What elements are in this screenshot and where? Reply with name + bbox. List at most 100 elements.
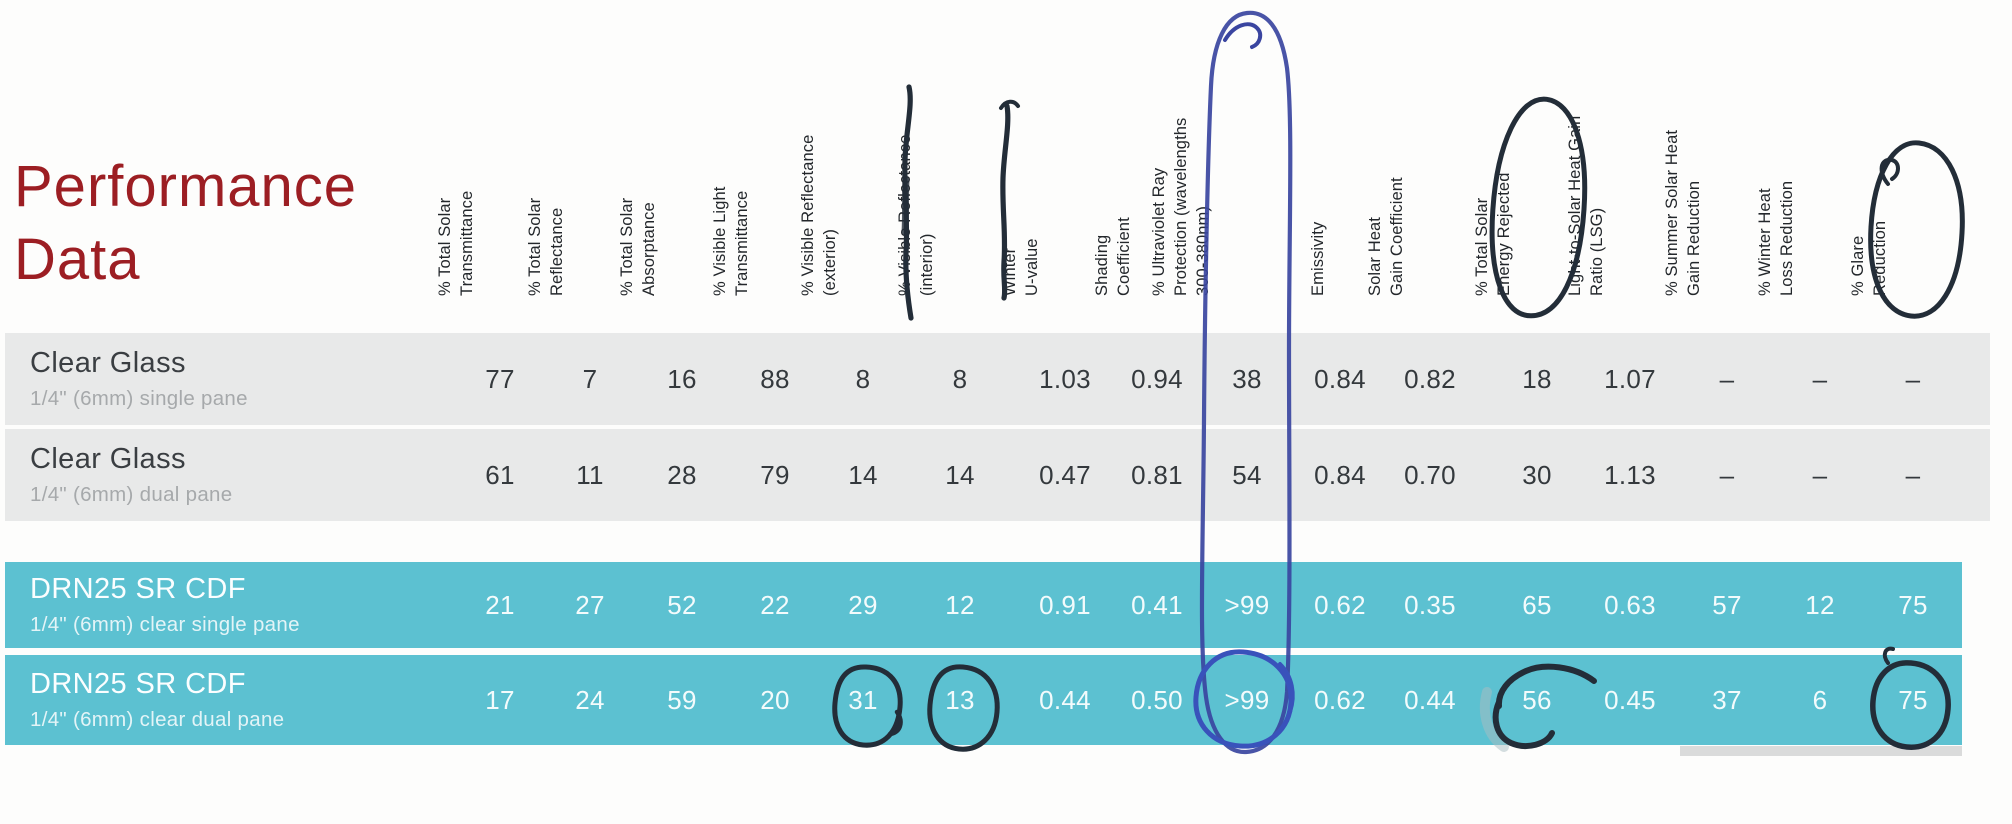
- page-title-line2: Data: [14, 227, 141, 292]
- cell: 6: [1812, 684, 1828, 715]
- scan-shadow-strip: [1680, 746, 1962, 756]
- cell: 18: [1522, 363, 1552, 394]
- cell: –: [1719, 459, 1735, 490]
- cell: 65: [1522, 589, 1552, 620]
- cell: 0.63: [1604, 589, 1656, 620]
- page-title: Performance Data: [14, 150, 357, 296]
- cell: 77: [485, 363, 515, 394]
- cell: 52: [667, 589, 697, 620]
- cell: 12: [1805, 589, 1835, 620]
- cell: 0.81: [1131, 459, 1183, 490]
- cell: 0.41: [1131, 589, 1183, 620]
- cell: –: [1905, 459, 1921, 490]
- cell: 22: [760, 589, 790, 620]
- cell: 24: [575, 684, 605, 715]
- cell: 20: [760, 684, 790, 715]
- column-header-total-solar-absorptance: % Total Solar Absorptance: [618, 197, 658, 296]
- cell: 75: [1898, 684, 1928, 715]
- cell: –: [1719, 363, 1735, 394]
- cell: 57: [1712, 589, 1742, 620]
- cell: 29: [848, 589, 878, 620]
- column-header-shading-coefficient: Shading Coefficient: [1093, 217, 1133, 296]
- row-subtitle: 1/4" (6mm) single pane: [30, 387, 248, 410]
- cell: 75: [1898, 589, 1928, 620]
- cell: 0.35: [1404, 589, 1456, 620]
- cell: 0.50: [1131, 684, 1183, 715]
- ink-stroke: [1223, 22, 1263, 49]
- row-subtitle: 1/4" (6mm) clear dual pane: [30, 708, 285, 731]
- cell: 56: [1522, 684, 1552, 715]
- row-label: DRN25 SR CDF 1/4" (6mm) clear dual pane: [30, 668, 284, 732]
- column-header-visible-reflectance-interior: % Visible Reflectance (interior): [896, 134, 936, 296]
- cell: 27: [575, 589, 605, 620]
- cell: 0.94: [1131, 363, 1183, 394]
- cell: 0.70: [1404, 459, 1456, 490]
- row-name: DRN25 SR CDF: [30, 573, 246, 605]
- cell: 16: [667, 363, 697, 394]
- cell: 0.45: [1604, 684, 1656, 715]
- cell: 0.91: [1039, 589, 1091, 620]
- cell: 8: [952, 363, 968, 394]
- cell: 14: [848, 459, 878, 490]
- cell: –: [1812, 363, 1828, 394]
- cell: 7: [582, 363, 598, 394]
- column-header-visible-reflectance-exterior: % Visible Reflectance (exterior): [799, 134, 839, 296]
- cell: 28: [667, 459, 697, 490]
- cell: 13: [945, 684, 975, 715]
- cell: 14: [945, 459, 975, 490]
- row-subtitle: 1/4" (6mm) dual pane: [30, 483, 233, 506]
- cell: 0.62: [1314, 684, 1366, 715]
- cell: 79: [760, 459, 790, 490]
- cell: 11: [576, 459, 604, 490]
- cell: 0.44: [1404, 684, 1456, 715]
- column-header-winter-heat-loss-reduction: % Winter Heat Loss Reduction: [1756, 180, 1796, 296]
- row-label: DRN25 SR CDF 1/4" (6mm) clear single pan…: [30, 573, 300, 637]
- cell: 1.07: [1604, 363, 1656, 394]
- column-header-glare-reduction: % Glare Reduction: [1849, 220, 1889, 296]
- row-name: Clear Glass: [30, 347, 186, 379]
- cell: 38: [1232, 363, 1262, 394]
- cell: 1.13: [1604, 459, 1656, 490]
- cell: 0.82: [1404, 363, 1456, 394]
- column-header-winter-u-value: Winter U-value: [1001, 238, 1041, 296]
- cell: 37: [1712, 684, 1742, 715]
- row-subtitle: 1/4" (6mm) clear single pane: [30, 613, 300, 636]
- cell: 0.44: [1039, 684, 1091, 715]
- column-header-uv-protection: % Ultraviolet Ray Protection (wavelength…: [1150, 117, 1212, 296]
- column-header-total-solar-transmittance: % Total Solar Transmittance: [436, 190, 476, 296]
- cell: 1.03: [1039, 363, 1091, 394]
- cell: 61: [485, 459, 515, 490]
- cell: 0.84: [1314, 459, 1366, 490]
- cell: >99: [1224, 684, 1270, 715]
- cell: –: [1905, 363, 1921, 394]
- cell: 0.84: [1314, 363, 1366, 394]
- page-title-line1: Performance: [14, 154, 358, 219]
- cell: 30: [1522, 459, 1552, 490]
- row-name: DRN25 SR CDF: [30, 668, 246, 700]
- column-header-solar-heat-gain-coefficient: Solar Heat Gain Coefficient: [1366, 177, 1406, 296]
- column-header-visible-light-transmittance: % Visible Light Transmittance: [711, 186, 751, 296]
- cell: >99: [1224, 589, 1270, 620]
- row-label: Clear Glass 1/4" (6mm) dual pane: [30, 443, 232, 507]
- cell: 31: [848, 684, 878, 715]
- column-header-emissivity: Emissivity: [1309, 221, 1327, 296]
- cell: 17: [485, 684, 515, 715]
- table-row-clear-glass-single-pane: Clear Glass 1/4" (6mm) single pane 77 7 …: [5, 333, 1990, 425]
- column-header-total-solar-reflectance: % Total Solar Reflectance: [526, 197, 566, 296]
- table-row-clear-glass-dual-pane: Clear Glass 1/4" (6mm) dual pane 61 11 2…: [5, 429, 1990, 521]
- cell: 0.47: [1039, 459, 1091, 490]
- cell: 88: [760, 363, 790, 394]
- cell: 59: [667, 684, 697, 715]
- cell: 8: [855, 363, 871, 394]
- table-row-drn25-dual-pane: DRN25 SR CDF 1/4" (6mm) clear dual pane …: [5, 655, 1962, 745]
- cell: 21: [485, 589, 515, 620]
- column-header-total-solar-energy-rejected: % Total Solar Energy Rejected: [1473, 172, 1513, 297]
- cell: 54: [1232, 459, 1262, 490]
- row-label: Clear Glass 1/4" (6mm) single pane: [30, 347, 248, 411]
- column-header-summer-solar-heat-gain-reduction: % Summer Solar Heat Gain Reduction: [1663, 129, 1703, 296]
- row-name: Clear Glass: [30, 443, 186, 475]
- column-header-light-to-solar-heat-gain-ratio: Light-to-Solar Heat Gain Ratio (LSG): [1566, 115, 1606, 296]
- cell: –: [1812, 459, 1828, 490]
- table-row-drn25-single-pane: DRN25 SR CDF 1/4" (6mm) clear single pan…: [5, 562, 1962, 648]
